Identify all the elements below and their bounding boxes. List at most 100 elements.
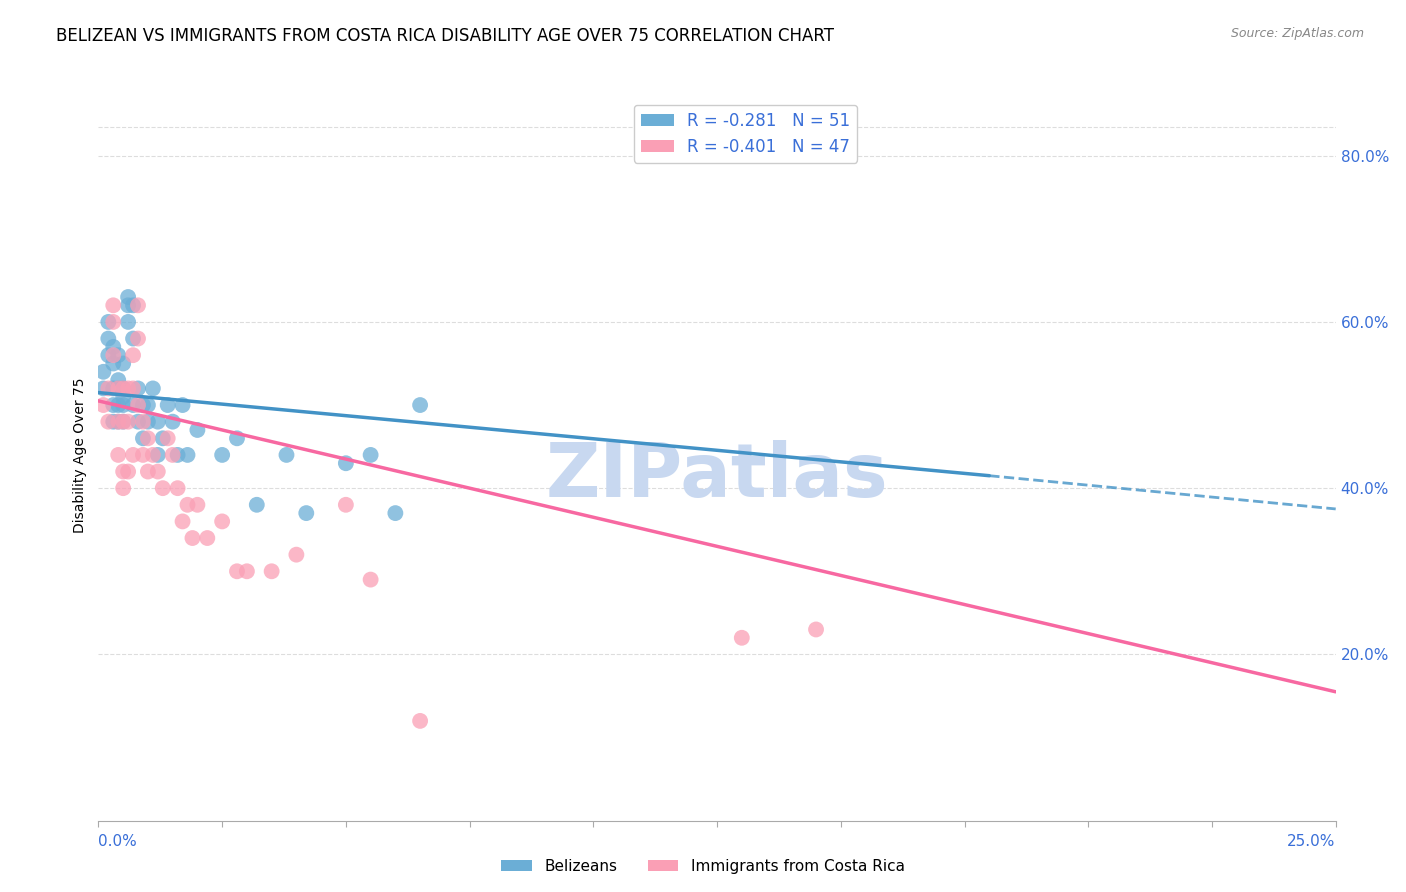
Point xyxy=(132,431,155,445)
Point xyxy=(162,448,184,462)
Point xyxy=(236,564,259,578)
Point xyxy=(152,431,174,445)
Point xyxy=(122,381,145,395)
Point xyxy=(107,381,129,395)
Point xyxy=(127,298,149,312)
Point xyxy=(211,448,233,462)
Point xyxy=(112,381,135,395)
Point xyxy=(285,548,308,562)
Point xyxy=(122,332,145,346)
Text: BELIZEAN VS IMMIGRANTS FROM COSTA RICA DISABILITY AGE OVER 75 CORRELATION CHART: BELIZEAN VS IMMIGRANTS FROM COSTA RICA D… xyxy=(56,27,834,45)
Point xyxy=(409,398,432,412)
Point xyxy=(186,498,208,512)
Point xyxy=(107,448,129,462)
Point xyxy=(103,298,125,312)
Point xyxy=(166,481,188,495)
Point xyxy=(260,564,283,578)
Point xyxy=(127,398,149,412)
Point xyxy=(176,448,198,462)
Point xyxy=(127,415,149,429)
Point xyxy=(122,298,145,312)
Point xyxy=(97,348,120,362)
Point xyxy=(136,431,159,445)
Point xyxy=(127,381,149,395)
Point xyxy=(246,498,269,512)
Point xyxy=(122,348,145,362)
Text: Source: ZipAtlas.com: Source: ZipAtlas.com xyxy=(1230,27,1364,40)
Point xyxy=(107,415,129,429)
Point xyxy=(93,381,115,395)
Point xyxy=(162,415,184,429)
Point xyxy=(112,415,135,429)
Point xyxy=(117,465,139,479)
Point xyxy=(156,431,179,445)
Text: ZIPatlas: ZIPatlas xyxy=(546,441,889,514)
Text: 25.0%: 25.0% xyxy=(1288,834,1336,849)
Point xyxy=(112,390,135,404)
Point xyxy=(152,481,174,495)
Point xyxy=(195,531,218,545)
Point xyxy=(409,714,432,728)
Point xyxy=(112,398,135,412)
Point xyxy=(804,623,827,637)
Point xyxy=(136,398,159,412)
Point xyxy=(226,564,249,578)
Point xyxy=(103,340,125,354)
Point xyxy=(226,431,249,445)
Point xyxy=(146,448,169,462)
Point xyxy=(335,498,357,512)
Point xyxy=(117,298,139,312)
Point xyxy=(117,290,139,304)
Point xyxy=(103,398,125,412)
Point xyxy=(136,415,159,429)
Point xyxy=(93,398,115,412)
Point xyxy=(112,356,135,370)
Point xyxy=(112,465,135,479)
Point xyxy=(731,631,754,645)
Point xyxy=(335,456,357,470)
Point xyxy=(112,381,135,395)
Point xyxy=(146,465,169,479)
Y-axis label: Disability Age Over 75: Disability Age Over 75 xyxy=(73,377,87,533)
Point xyxy=(97,332,120,346)
Point xyxy=(97,415,120,429)
Point xyxy=(107,415,129,429)
Point xyxy=(112,481,135,495)
Text: 0.0%: 0.0% xyxy=(98,834,138,849)
Legend: Belizeans, Immigrants from Costa Rica: Belizeans, Immigrants from Costa Rica xyxy=(495,853,911,880)
Point xyxy=(132,448,155,462)
Point xyxy=(146,415,169,429)
Point xyxy=(295,506,318,520)
Point xyxy=(132,415,155,429)
Point xyxy=(172,398,194,412)
Point xyxy=(172,515,194,529)
Point xyxy=(360,448,382,462)
Point xyxy=(211,515,233,529)
Point xyxy=(142,381,165,395)
Point xyxy=(112,415,135,429)
Point xyxy=(181,531,204,545)
Point xyxy=(186,423,208,437)
Point xyxy=(384,506,406,520)
Point xyxy=(97,315,120,329)
Legend: R = -0.281   N = 51, R = -0.401   N = 47: R = -0.281 N = 51, R = -0.401 N = 47 xyxy=(634,105,858,162)
Point xyxy=(117,315,139,329)
Point xyxy=(103,356,125,370)
Point xyxy=(132,398,155,412)
Point xyxy=(93,365,115,379)
Point xyxy=(103,348,125,362)
Point xyxy=(97,381,120,395)
Point xyxy=(107,348,129,362)
Point xyxy=(103,315,125,329)
Point xyxy=(117,415,139,429)
Point xyxy=(103,381,125,395)
Point xyxy=(142,448,165,462)
Point xyxy=(176,498,198,512)
Point xyxy=(122,398,145,412)
Point xyxy=(156,398,179,412)
Point xyxy=(360,573,382,587)
Point xyxy=(166,448,188,462)
Point xyxy=(107,373,129,387)
Point xyxy=(107,398,129,412)
Point xyxy=(136,465,159,479)
